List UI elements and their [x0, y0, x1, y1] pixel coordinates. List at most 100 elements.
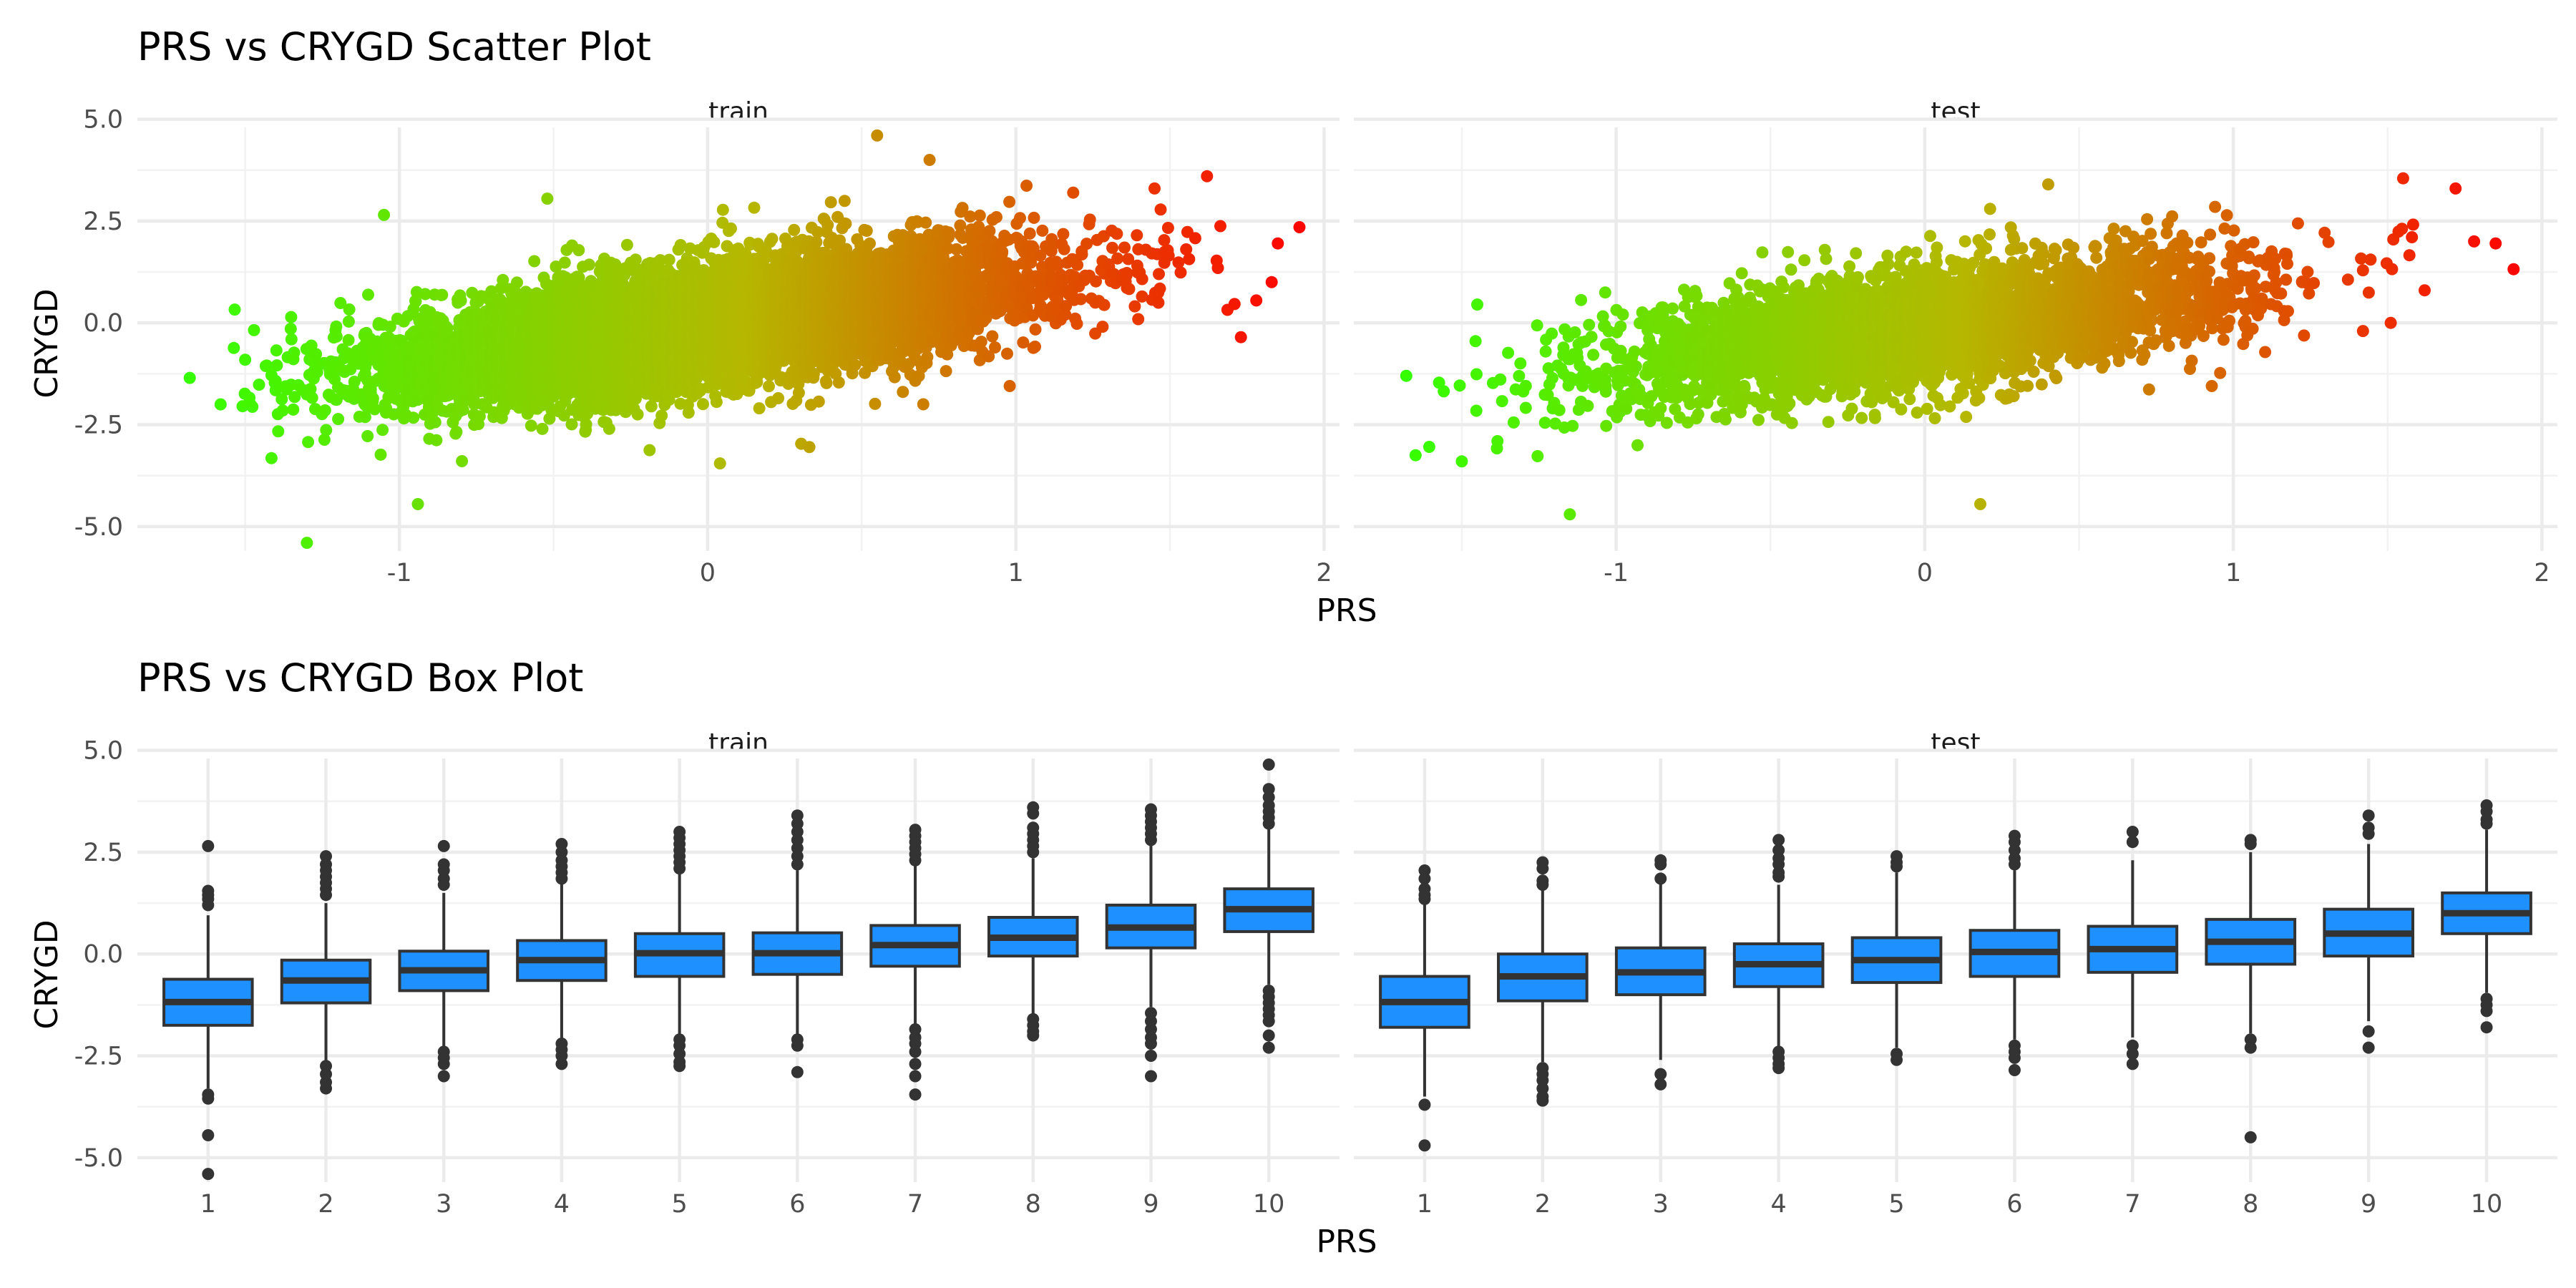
scatter-point: [288, 346, 301, 359]
scatter-point: [407, 411, 420, 424]
scatter-point: [525, 419, 537, 432]
scatter-point: [361, 430, 374, 442]
scatter-point: [284, 323, 297, 335]
scatter-point: [536, 422, 549, 435]
scatter-point: [419, 288, 431, 301]
scatter-point: [511, 276, 523, 289]
scatter-point: [541, 192, 554, 205]
scatter-point: [228, 341, 240, 354]
scatter-point: [602, 422, 615, 435]
scatter-point: [429, 416, 441, 429]
scatter-point: [485, 285, 498, 298]
scatter-plot-title: PRS vs CRYGD Scatter Plot: [137, 24, 651, 69]
scatter-point: [362, 288, 374, 301]
scatter-y-axis-title: CRYGD: [29, 288, 65, 398]
scatter-point: [285, 311, 298, 323]
scatter-point: [454, 294, 467, 307]
scatter-point: [260, 359, 273, 372]
scatter-point: [696, 398, 709, 411]
scatter-point: [334, 297, 347, 309]
scatter-point: [631, 408, 644, 421]
scatter-point: [253, 379, 265, 391]
scatter-panel-train: train -1 0 1 2 -5.0 -2.5 0.0 2.5 5.0: [74, 97, 1340, 587]
scatter-point: [306, 391, 318, 404]
x-tick-label: 1: [1008, 559, 1024, 587]
scatter-point: [310, 348, 323, 361]
scatter-point: [366, 392, 379, 405]
scatter-point: [450, 426, 463, 438]
scatter-point: [285, 333, 298, 346]
scatter-point: [663, 253, 675, 266]
scatter-point: [320, 424, 333, 436]
scatter-point: [183, 371, 196, 384]
scatter-point: [302, 436, 315, 449]
scatter-point: [269, 374, 282, 387]
scatter-point: [276, 404, 289, 417]
scatter-point: [265, 452, 278, 464]
scatter-point: [710, 396, 723, 409]
x-tick-label: -1: [387, 559, 412, 587]
x-tick-label: 2: [1316, 559, 1332, 587]
scatter-point: [713, 457, 726, 470]
scatter-point: [441, 322, 454, 335]
scatter-x-axis-title: PRS: [1316, 592, 1377, 629]
scatter-point: [716, 203, 729, 216]
scatter-plot: PRS vs CRYGD Scatter Plot PRS CRYGD trai…: [29, 24, 2557, 629]
scatter-point: [369, 403, 381, 416]
y-tick-label: -5.0: [74, 513, 123, 542]
scatter-point: [358, 411, 371, 424]
scatter-point: [376, 424, 389, 436]
scatter-point: [288, 391, 301, 404]
x-tick-label: 0: [700, 559, 716, 587]
scatter-point: [332, 413, 345, 426]
scatter-point: [473, 410, 486, 423]
scatter-point: [330, 320, 343, 333]
y-tick-label: 0.0: [83, 309, 123, 338]
y-tick-label: -2.5: [74, 411, 123, 440]
scatter-point: [582, 258, 595, 271]
y-tick-label: 5.0: [83, 106, 123, 135]
scatter-point: [246, 401, 259, 413]
scatter-point: [342, 333, 355, 346]
scatter-point: [348, 376, 361, 388]
scatter-point: [409, 295, 422, 308]
scatter-point: [342, 315, 355, 328]
scatter-point: [558, 256, 571, 269]
scatter-point: [301, 537, 313, 550]
scatter-point: [436, 288, 449, 301]
scatter-point: [572, 244, 585, 257]
scatter-point: [378, 208, 391, 221]
y-tick-label: 2.5: [83, 208, 123, 236]
scatter-point: [269, 384, 282, 396]
scatter-point: [275, 393, 288, 406]
scatter-point: [528, 255, 541, 268]
scatter-point: [228, 303, 241, 316]
scatter-point: [272, 425, 285, 438]
scatter-point: [384, 321, 396, 333]
scatter-point: [287, 403, 300, 416]
scatter-strip-train: train: [708, 97, 769, 127]
scatter-point: [239, 353, 252, 366]
scatter-point: [456, 455, 469, 467]
scatter-point: [620, 238, 633, 251]
scatter-point: [318, 404, 331, 416]
scatter-point: [270, 359, 283, 372]
scatter-point: [374, 448, 387, 461]
scatter-point: [330, 330, 343, 343]
scatter-point: [629, 253, 642, 266]
scatter-point: [643, 444, 656, 457]
scatter-point: [248, 323, 260, 336]
scatter-point: [270, 344, 283, 357]
scatter-point: [430, 434, 443, 447]
scatter-point: [214, 398, 227, 411]
scatter-point: [708, 235, 721, 248]
scatter-point: [682, 406, 695, 419]
scatter-point: [457, 404, 469, 416]
scatter-points-train: [183, 129, 1306, 550]
scatter-point: [655, 409, 668, 422]
scatter-point: [318, 434, 331, 446]
scatter-point: [343, 303, 356, 316]
scatter-point: [411, 498, 424, 510]
